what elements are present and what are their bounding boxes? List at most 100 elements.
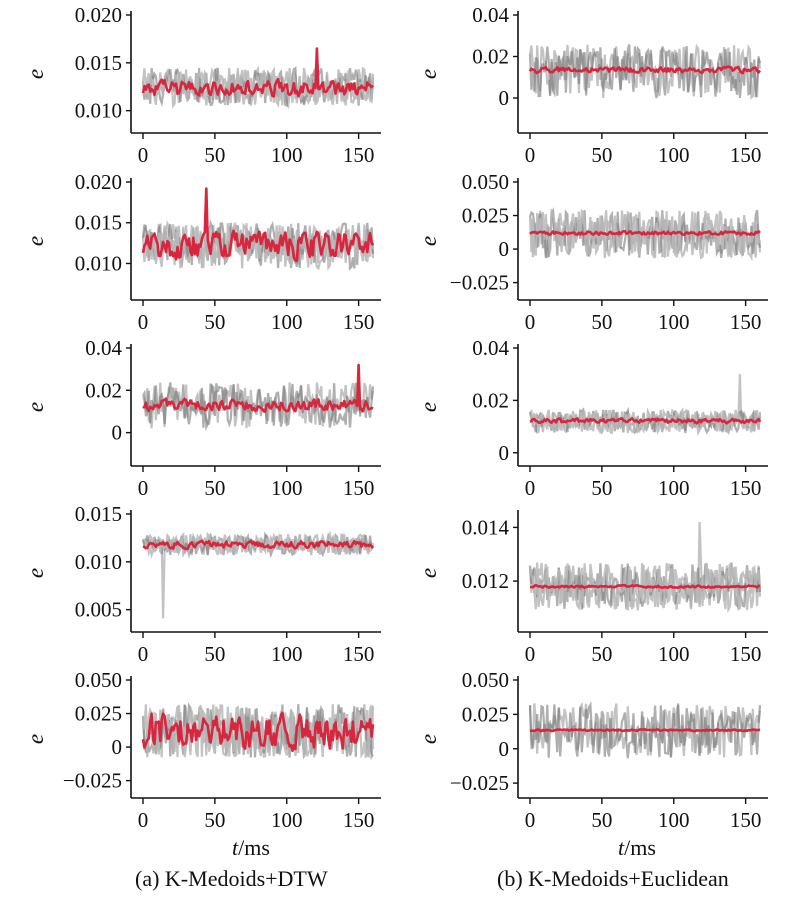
x-axis-label-left: t/ms: [232, 835, 270, 861]
series-medoid-line: [529, 727, 760, 733]
y-tick-label: −0.025: [63, 769, 122, 793]
x-tick-label: 150: [343, 476, 375, 500]
y-tick-label: 0.025: [75, 702, 122, 726]
x-tick-label: 0: [138, 808, 149, 832]
x-tick-label: 100: [271, 143, 303, 167]
plot-area: [141, 47, 375, 110]
y-tick-label: 0.050: [462, 668, 509, 692]
x-tick-label: 100: [271, 642, 303, 666]
caption-right: (b) K-Medoids+Euclidean: [497, 866, 729, 891]
y-tick-label: 0.025: [462, 702, 509, 726]
x-tick-label: 50: [204, 808, 225, 832]
x-tick-label: 100: [658, 642, 690, 666]
y-tick-label: 0.050: [75, 668, 122, 692]
x-axis-label-unit: /ms: [238, 835, 270, 860]
x-tick-label: 100: [658, 476, 690, 500]
y-tick-label: 0.02: [85, 378, 122, 402]
panel-b5: −0.025 0 0.025 0.050 0 50 100 150 e: [416, 668, 768, 832]
y-tick-label: 0.015: [75, 51, 122, 75]
y-tick-label: 0: [499, 737, 510, 761]
y-tick-label: 0.020: [75, 170, 122, 194]
y-tick-label: −0.025: [450, 271, 509, 295]
plot-area: [528, 521, 762, 614]
x-tick-label: 0: [138, 143, 149, 167]
x-tick-label: 100: [658, 310, 690, 334]
panel-b2: −0.025 0 0.025 0.050 0 50 100 150 e: [416, 170, 768, 334]
plot-area: [141, 363, 375, 432]
y-tick-label: 0: [112, 735, 123, 759]
plot-area: [528, 43, 762, 100]
x-axis-label-var: t: [618, 835, 625, 860]
series-medoid-line: [529, 417, 762, 425]
y-tick-label: 0.050: [462, 170, 509, 194]
y-tick-label: 0: [112, 421, 123, 445]
y-tick-label: 0.02: [472, 45, 509, 69]
x-tick-label: 150: [343, 642, 375, 666]
panel-b4: 0.012 0.014 0 50 100 150 e: [416, 510, 768, 666]
panel-a1: 0.010 0.015 0.020 0 50 100 150 e: [23, 3, 381, 167]
x-tick-label: 100: [658, 808, 690, 832]
panel-a3: 0 0.02 0.04 0 50 100 150 e: [23, 336, 381, 500]
plot-area: [528, 206, 762, 262]
x-tick-label: 0: [525, 143, 536, 167]
x-tick-label: 0: [138, 642, 149, 666]
x-tick-label: 50: [591, 310, 612, 334]
y-tick-label: 0.020: [75, 3, 122, 27]
y-axis-label: e: [23, 69, 48, 79]
plot-area: [141, 702, 375, 761]
x-tick-label: 150: [343, 808, 375, 832]
x-tick-label: 150: [730, 642, 762, 666]
panel-a5: −0.025 0 0.025 0.050 0 50 100 150 e: [23, 668, 381, 832]
panel-a2: 0.010 0.015 0.020 0 50 100 150 e: [23, 170, 381, 334]
plot-area: [528, 701, 762, 759]
x-tick-label: 50: [204, 310, 225, 334]
x-tick-label: 50: [204, 642, 225, 666]
y-tick-label: 0.04: [472, 336, 509, 360]
x-tick-label: 150: [343, 310, 375, 334]
plot-area: [141, 530, 375, 619]
y-tick-label: 0: [499, 237, 510, 261]
x-tick-label: 0: [138, 476, 149, 500]
y-tick-label: 0.010: [75, 99, 122, 123]
y-axis-label: e: [416, 568, 441, 578]
y-axis-label: e: [416, 402, 441, 412]
y-tick-label: 0: [499, 86, 510, 110]
x-axis-label-right: t/ms: [618, 835, 656, 861]
x-tick-label: 100: [658, 143, 690, 167]
series-medoid-line: [528, 65, 762, 75]
y-tick-label: 0.04: [85, 336, 122, 360]
x-tick-label: 150: [343, 143, 375, 167]
panel-b1: 0 0.02 0.04 0 50 100 150 e: [416, 3, 768, 167]
x-tick-label: 0: [525, 808, 536, 832]
x-tick-label: 50: [591, 808, 612, 832]
x-tick-label: 0: [138, 310, 149, 334]
x-tick-label: 100: [271, 808, 303, 832]
plot-area: [141, 187, 375, 271]
x-tick-label: 50: [591, 143, 612, 167]
series-medoid-line: [142, 539, 375, 551]
series-medoid-line: [141, 711, 375, 753]
series-medoid-line: [142, 363, 374, 413]
series-member-line: [528, 701, 762, 759]
y-tick-label: 0.014: [462, 515, 510, 539]
x-tick-label: 50: [591, 476, 612, 500]
y-tick-label: 0: [499, 441, 510, 465]
y-tick-label: 0.02: [472, 388, 509, 412]
y-tick-label: 0.025: [462, 204, 509, 228]
y-tick-label: 0.04: [472, 3, 509, 27]
panel-b3: 0 0.02 0.04 0 50 100 150 e: [416, 336, 768, 500]
series-member-line: [528, 208, 762, 260]
series-medoid-line: [529, 229, 761, 237]
x-tick-label: 50: [204, 143, 225, 167]
y-tick-label: 0.010: [75, 251, 122, 275]
y-axis-label: e: [23, 568, 48, 578]
y-tick-label: −0.025: [450, 771, 509, 795]
x-axis-label-var: t: [232, 835, 239, 860]
y-axis-label: e: [23, 402, 48, 412]
series-member-line: [528, 44, 762, 99]
x-tick-label: 150: [730, 476, 762, 500]
series-medoid-line: [141, 47, 375, 98]
panel-a4: 0.005 0.010 0.015 0 50 100 150 e: [23, 502, 381, 666]
y-tick-label: 0.005: [75, 598, 122, 622]
x-tick-label: 150: [730, 808, 762, 832]
